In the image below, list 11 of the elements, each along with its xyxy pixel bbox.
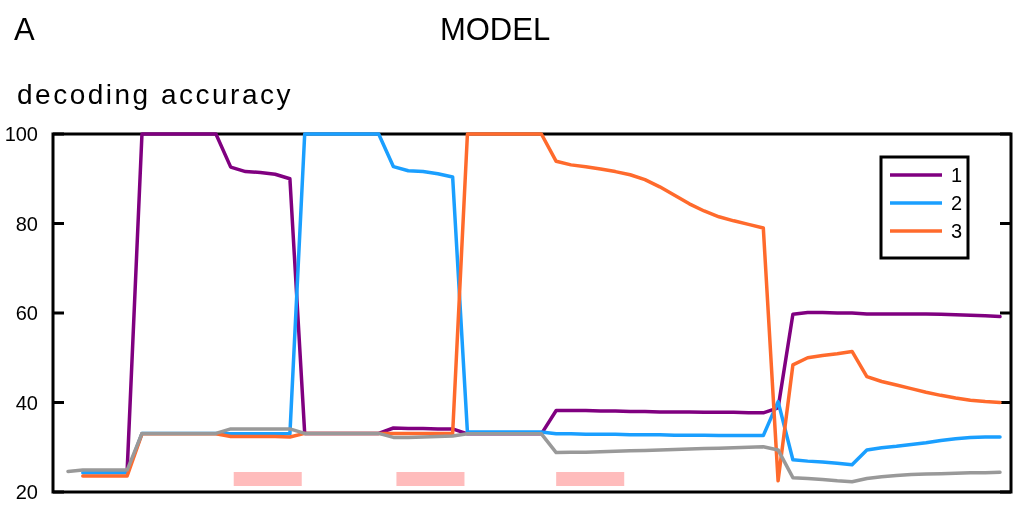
y-tick-label: 80 <box>15 212 38 235</box>
y-tick-label: 20 <box>15 481 38 503</box>
y-tick-label: 40 <box>15 391 38 414</box>
legend-label: 2 <box>951 192 963 214</box>
y-axis-title: decoding accuracy <box>17 79 293 110</box>
chart-title: MODEL <box>439 12 551 47</box>
legend-label: 1 <box>951 164 963 186</box>
y-tick-label: 100 <box>4 123 38 145</box>
text: A <box>14 12 35 47</box>
legend-label: 3 <box>951 220 963 242</box>
y-tick-label: 60 <box>15 302 38 324</box>
